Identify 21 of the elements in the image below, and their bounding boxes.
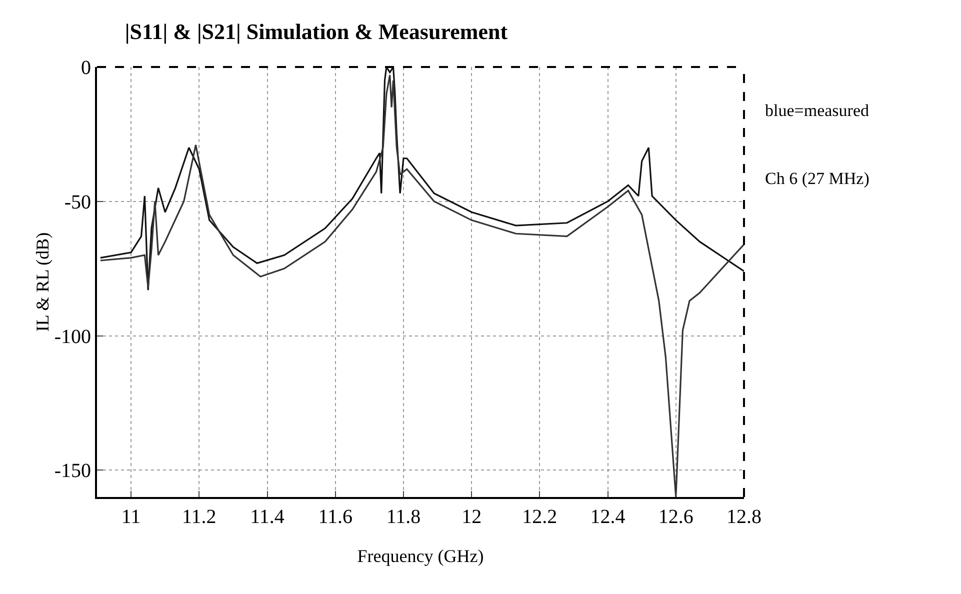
line-series [100,74,744,497]
x-tick-label: 11 [121,506,141,528]
x-tick-label: 12.8 [726,506,762,528]
line-series [100,67,744,291]
x-tick-label: 12 [462,506,482,528]
x-tick-label: 11.8 [386,506,421,528]
y-tick-label: 0 [81,57,91,79]
text: Ch 6 (27 MHz) [765,169,870,188]
x-tick-label: 11.4 [250,506,284,528]
x-tick-label: 12.2 [522,506,558,528]
x-tick-label: 11.6 [318,506,353,528]
x-tick-label: 12.4 [590,506,626,528]
chart-title: |S11| & |S21| Simulation & Measurement [124,19,508,44]
x-tick-label: 11.2 [182,506,216,528]
x-axis-title: Frequency (GHz) [357,546,484,566]
y-tick-label: -50 [64,191,91,214]
x-tick-label: 12.6 [658,506,694,528]
y-tick-label: -100 [54,326,91,348]
y-axis-title: IL & RL (dB) [32,232,52,332]
y-tick-label: -150 [54,460,91,482]
text: blue=measured [765,101,870,120]
